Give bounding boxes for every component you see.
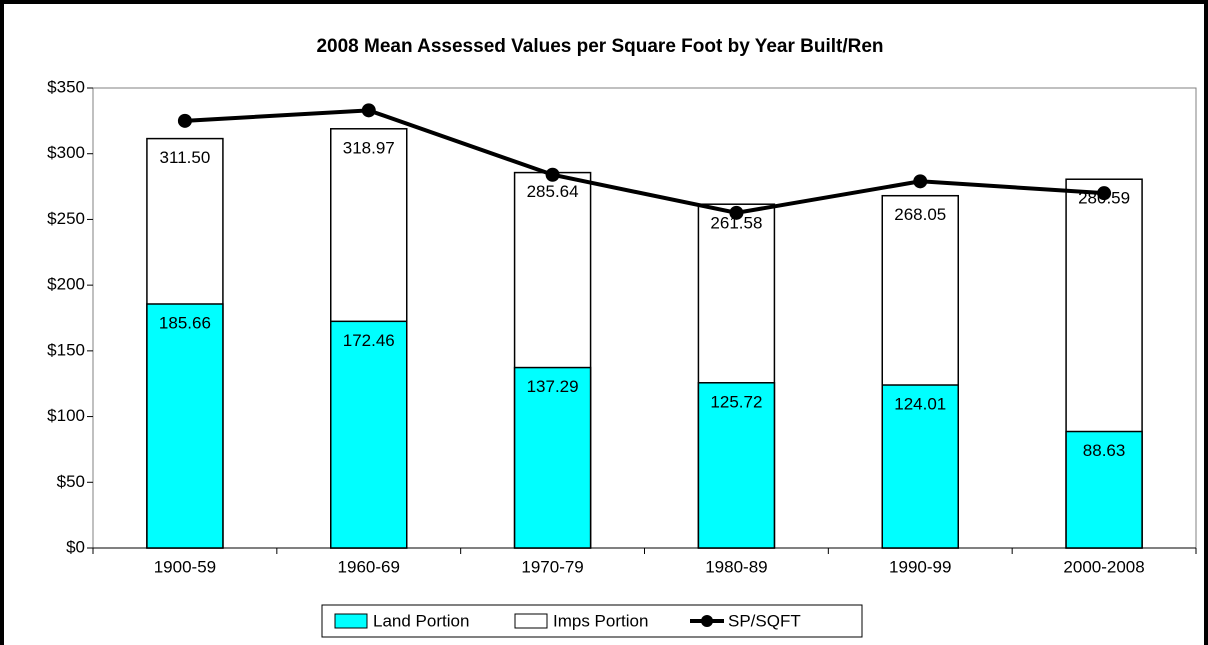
legend-swatch bbox=[334, 613, 368, 629]
bar-label: 125.72 bbox=[710, 392, 762, 411]
chart-title: 2008 Mean Assessed Values per Square Foo… bbox=[316, 36, 883, 57]
y-tick-label: $350 bbox=[47, 77, 85, 96]
x-tick-label: 1960-69 bbox=[338, 557, 400, 576]
bar bbox=[881, 384, 959, 549]
marker bbox=[177, 113, 192, 128]
bar-label: 172.46 bbox=[343, 331, 395, 350]
legend-label: Land Portion bbox=[373, 611, 469, 630]
y-tick-label: $250 bbox=[47, 209, 85, 228]
legend-label: SP/SQFT bbox=[728, 611, 801, 630]
marker bbox=[545, 167, 560, 182]
bar-label: 318.97 bbox=[343, 138, 395, 157]
bar bbox=[697, 382, 776, 549]
legend-marker bbox=[701, 615, 713, 627]
y-tick-label: $200 bbox=[47, 275, 85, 294]
legend-swatch bbox=[514, 613, 548, 629]
bar bbox=[1065, 430, 1143, 549]
y-tick-label: $50 bbox=[57, 472, 85, 491]
bar-label: 285.64 bbox=[527, 182, 579, 201]
bar-label: 311.50 bbox=[160, 148, 211, 167]
bar bbox=[146, 303, 224, 549]
y-tick-label: $150 bbox=[47, 340, 85, 359]
bar-label: 137.29 bbox=[527, 377, 579, 396]
bar-label: 88.63 bbox=[1083, 441, 1126, 460]
y-tick-label: $100 bbox=[47, 406, 85, 425]
bar-label: 261.58 bbox=[710, 214, 762, 233]
x-tick-label: 1980-89 bbox=[705, 557, 767, 576]
legend-label: Imps Portion bbox=[553, 611, 648, 630]
y-tick-label: $300 bbox=[47, 143, 85, 162]
y-tick-label: $0 bbox=[66, 537, 85, 556]
x-tick-label: 1970-79 bbox=[521, 557, 583, 576]
x-tick-label: 2000-2008 bbox=[1063, 557, 1144, 576]
bar-label: 124.01 bbox=[894, 394, 946, 413]
bar bbox=[330, 320, 408, 549]
plot-area bbox=[92, 87, 1197, 549]
marker bbox=[1097, 186, 1112, 201]
marker bbox=[361, 103, 376, 118]
marker bbox=[913, 174, 928, 189]
legend bbox=[321, 604, 863, 638]
bar bbox=[513, 366, 592, 549]
line bbox=[184, 108, 1105, 215]
bar-label: 185.66 bbox=[159, 313, 211, 332]
x-tick-label: 1990-99 bbox=[889, 557, 951, 576]
x-tick-label: 1900-59 bbox=[154, 557, 216, 576]
marker bbox=[729, 205, 744, 220]
bar-label: 268.05 bbox=[894, 205, 946, 224]
